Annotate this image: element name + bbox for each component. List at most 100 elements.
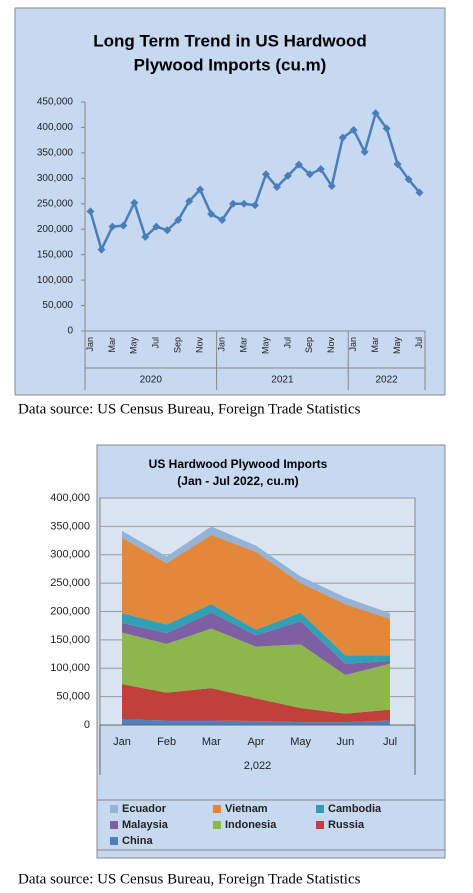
marker — [130, 198, 139, 207]
marker — [207, 209, 216, 218]
y-tick-label: 400,000 — [37, 122, 74, 133]
x-tick-label: Jan — [216, 337, 226, 352]
marker — [404, 175, 413, 184]
x-axis-label: 2,022 — [244, 760, 272, 772]
y-tick-label: 350,000 — [37, 148, 74, 159]
legend-label: Ecuador — [122, 803, 167, 815]
x-tick-label: Jun — [336, 736, 354, 748]
y-tick-label: 0 — [67, 326, 73, 337]
y-tick-label: 250,000 — [50, 577, 90, 589]
marker — [305, 170, 314, 179]
x-tick-label: Jan — [113, 736, 131, 748]
marker — [272, 182, 281, 191]
y-tick-label: 100,000 — [50, 662, 90, 674]
group-label: 2022 — [375, 375, 398, 386]
marker — [261, 170, 270, 179]
marker — [283, 171, 292, 180]
legend-label: Indonesia — [225, 819, 277, 831]
marker — [338, 133, 347, 142]
x-tick-label: Jan — [85, 337, 95, 352]
legend-box — [96, 799, 446, 851]
chart-title: (Jan - Jul 2022, cu.m) — [177, 474, 298, 488]
marker — [371, 109, 380, 118]
y-tick-label: 50,000 — [56, 691, 90, 703]
x-tick-label: Nov — [195, 337, 205, 354]
area — [122, 719, 390, 725]
legend-swatch — [110, 837, 118, 845]
chart-title: Long Term Trend in US Hardwood — [93, 31, 367, 50]
y-tick-label: 50,000 — [42, 300, 73, 311]
marker — [349, 125, 358, 134]
area — [122, 526, 390, 619]
x-tick-label: Mar — [370, 337, 380, 353]
marker — [251, 201, 259, 210]
x-tick-label: Nov — [326, 337, 336, 354]
x-tick-label: Jul — [383, 736, 397, 748]
legend-swatch — [110, 805, 118, 813]
y-tick-label: 400,000 — [50, 492, 90, 504]
x-tick-label: Mar — [238, 337, 248, 353]
marker — [86, 207, 95, 216]
y-tick-label: 200,000 — [37, 224, 74, 235]
legend-label: Vietnam — [225, 803, 268, 815]
area — [122, 604, 390, 664]
x-tick-label: Apr — [247, 736, 264, 748]
legend-swatch — [213, 805, 221, 813]
marker — [141, 232, 150, 241]
legend-swatch — [316, 805, 324, 813]
x-tick-label: May — [392, 337, 402, 355]
x-tick-label: Sep — [173, 337, 183, 353]
marker — [327, 181, 336, 190]
y-tick-label: 0 — [84, 719, 90, 731]
marker — [316, 165, 325, 174]
y-tick-label: 100,000 — [37, 275, 74, 286]
legend-swatch — [213, 821, 221, 829]
x-tick-label: May — [129, 337, 139, 355]
x-tick-label: Jan — [348, 337, 358, 352]
x-tick-label: Mar — [202, 736, 221, 748]
caption: Data source: US Census Bureau, Foreign T… — [18, 871, 361, 887]
group-label: 2020 — [140, 375, 163, 386]
x-tick-label: May — [290, 736, 311, 748]
y-tick-label: 450,000 — [37, 97, 74, 108]
y-tick-label: 300,000 — [50, 549, 90, 561]
marker — [218, 216, 227, 225]
marker — [229, 199, 238, 208]
area — [122, 612, 390, 676]
legend-label: China — [122, 835, 153, 847]
marker — [185, 197, 194, 206]
x-tick-label: Jul — [282, 337, 292, 349]
caption: Data source: US Census Bureau, Foreign T… — [18, 401, 361, 417]
legend-label: Malaysia — [122, 819, 169, 831]
marker — [294, 160, 303, 169]
legend-swatch — [110, 821, 118, 829]
marker — [382, 124, 391, 133]
y-tick-label: 150,000 — [50, 634, 90, 646]
marker — [174, 216, 183, 225]
area — [122, 534, 390, 656]
y-tick-label: 250,000 — [37, 198, 74, 209]
x-tick-label: Feb — [157, 736, 176, 748]
x-tick-label: Mar — [107, 337, 117, 353]
x-tick-label: Sep — [304, 337, 314, 353]
marker — [108, 222, 117, 231]
marker — [360, 147, 369, 156]
area — [122, 684, 390, 723]
legend-swatch — [316, 821, 324, 829]
group-label: 2021 — [271, 375, 294, 386]
chart-title: US Hardwood Plywood Imports — [149, 457, 328, 471]
y-tick-label: 150,000 — [37, 249, 74, 260]
marker — [393, 160, 402, 169]
marker — [196, 185, 205, 194]
marker — [119, 221, 128, 230]
marker — [240, 199, 249, 208]
y-tick-label: 300,000 — [37, 173, 74, 184]
legend-label: Russia — [328, 819, 365, 831]
chart-title: Plywood Imports (cu.m) — [134, 55, 327, 74]
y-tick-label: 350,000 — [50, 520, 90, 532]
y-tick-label: 200,000 — [50, 605, 90, 617]
marker — [97, 245, 106, 254]
marker — [152, 222, 161, 231]
legend-label: Cambodia — [328, 803, 382, 815]
